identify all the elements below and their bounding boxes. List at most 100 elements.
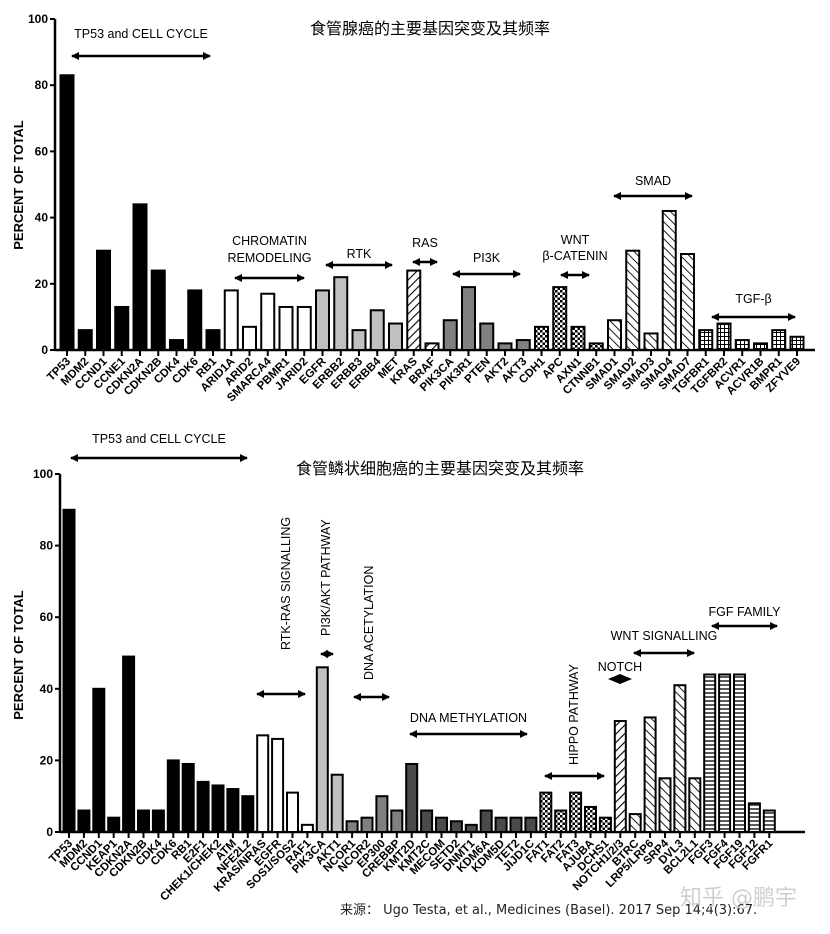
group-label: PI3K/AKT PATHWAY (319, 519, 333, 636)
bar-ep300 (375, 795, 389, 834)
y-tick-label: 80 (35, 78, 49, 92)
bar-mecom (435, 816, 448, 833)
bar-fat3 (569, 791, 583, 833)
chart1-ylabel: PERCENT OF TOTAL (11, 120, 26, 250)
chart1-title: 食管腺癌的主要基因突变及其频率 (310, 19, 550, 38)
bar-nfe2l2 (241, 795, 255, 834)
bar-smad2 (625, 249, 641, 351)
bar-kmt2d (405, 762, 419, 833)
bar-jarid2 (296, 305, 312, 351)
bar-dnmt1 (464, 823, 478, 834)
bar-kras-nras (256, 734, 270, 834)
bar-smad4 (661, 209, 677, 351)
group-label: PI3K (473, 251, 501, 265)
y-tick-label: 20 (40, 753, 54, 767)
y-tick-label: 0 (46, 825, 53, 839)
bar-akt3 (515, 339, 531, 352)
bar-cdk6 (187, 289, 203, 352)
bar-ccnd1 (92, 687, 106, 833)
bar-apc (552, 286, 568, 351)
bar-braf (424, 342, 440, 352)
group-label: TP53 and CELL CYCLE (92, 432, 226, 446)
bar-tet2 (509, 816, 523, 833)
y-tick-label: 100 (28, 12, 48, 26)
bar-sos1-sos2 (286, 791, 299, 833)
bar-jijd1c (524, 816, 538, 833)
bar-kmt2c (420, 809, 434, 834)
bar-e2f1 (196, 780, 210, 834)
group-arrow (608, 674, 632, 684)
group-label: DNA METHYLATION (410, 711, 527, 725)
y-tick-label: 40 (40, 682, 54, 696)
chart2-ylabel: PERCENT OF TOTAL (11, 590, 26, 720)
chart2-plot: 020406080100TP53MDM2CCND1KEAP1CDKN2ACDKN… (33, 432, 805, 904)
bar-ncor1 (345, 820, 359, 834)
group-label: SMAD (635, 174, 671, 188)
bar-cdk4 (151, 809, 165, 834)
bar-fgf4 (718, 673, 732, 833)
bar-fgf3 (703, 673, 717, 833)
bar-tgfbr1 (698, 329, 714, 352)
bar-zfyve9 (789, 335, 805, 352)
chart1-plot: 020406080100TP53MDM2CCND1CCNE1CDKN2ACDKN… (28, 12, 815, 404)
bar-lrp5-lrp6 (643, 716, 657, 833)
group-label: REMODELING (227, 251, 311, 265)
group-label: DNA ACETYLATION (362, 566, 376, 680)
bar-cdkn2a (132, 203, 148, 351)
bar-cdh1 (534, 325, 549, 351)
group-label: RTK (347, 247, 372, 261)
y-tick-label: 20 (35, 277, 49, 291)
bar-acvr1b (753, 342, 768, 352)
bar-cdk6 (166, 759, 180, 834)
bar-erbb2 (333, 276, 349, 351)
bar-dvl3 (673, 684, 687, 833)
bar-bmpr1 (771, 329, 787, 352)
y-tick-label: 100 (33, 467, 53, 481)
bar-akt1 (330, 773, 344, 833)
watermark: 知乎 @鹏宇 (680, 886, 797, 911)
bar-notch1-2-3 (613, 720, 627, 834)
bar-smarca4 (260, 292, 276, 352)
bar-cdkn2b (150, 269, 166, 351)
bar-met (388, 322, 403, 351)
bar-dchs1 (598, 816, 612, 833)
y-tick-label: 40 (35, 211, 49, 225)
group-label: HIPPO PATHWAY (567, 663, 581, 765)
bar-pik3ca (315, 666, 329, 833)
group-label: FGF FAMILY (709, 605, 782, 619)
bar-crebbp (390, 809, 404, 834)
bar-cdk4 (169, 339, 184, 352)
bar-btrc (628, 813, 642, 833)
bar-rb1 (181, 762, 195, 833)
bar-egfr (315, 289, 330, 352)
bar-cdkn2b (137, 809, 150, 834)
bar-ncor2 (360, 816, 374, 833)
group-label: RAS (412, 236, 438, 250)
bar-akt2 (497, 342, 513, 352)
bar-srp4 (658, 777, 672, 833)
group-label: TP53 and CELL CYCLE (74, 27, 208, 41)
bar-rb1 (205, 329, 221, 352)
bar-pbmr1 (278, 305, 294, 351)
y-tick-label: 60 (35, 144, 49, 158)
bar-bcl2l1 (688, 777, 702, 833)
bar-kdm5d (494, 816, 508, 833)
source-citation: 来源： Ugo Testa, et al., Medicines (Basel)… (340, 903, 757, 918)
group-label: RTK-RAS SIGNALLING (279, 517, 293, 650)
y-tick-label: 60 (40, 610, 54, 624)
bar-ccnd1 (96, 249, 111, 351)
group-label: CHROMATIN (232, 234, 307, 248)
bar-smad3 (643, 332, 659, 352)
bar-fgf12 (747, 802, 761, 833)
bar-ctnnb1 (588, 342, 604, 352)
bar-tgfbr2 (716, 322, 732, 351)
bar-keap1 (107, 816, 121, 833)
bar-fat2 (554, 809, 568, 834)
bar-pik3ca (442, 319, 458, 351)
bar-atm (226, 788, 240, 833)
bar-fat1 (539, 791, 553, 833)
bar-cdkn2a (122, 655, 136, 834)
bar-raf1 (300, 823, 314, 834)
bar-smad7 (680, 253, 695, 351)
